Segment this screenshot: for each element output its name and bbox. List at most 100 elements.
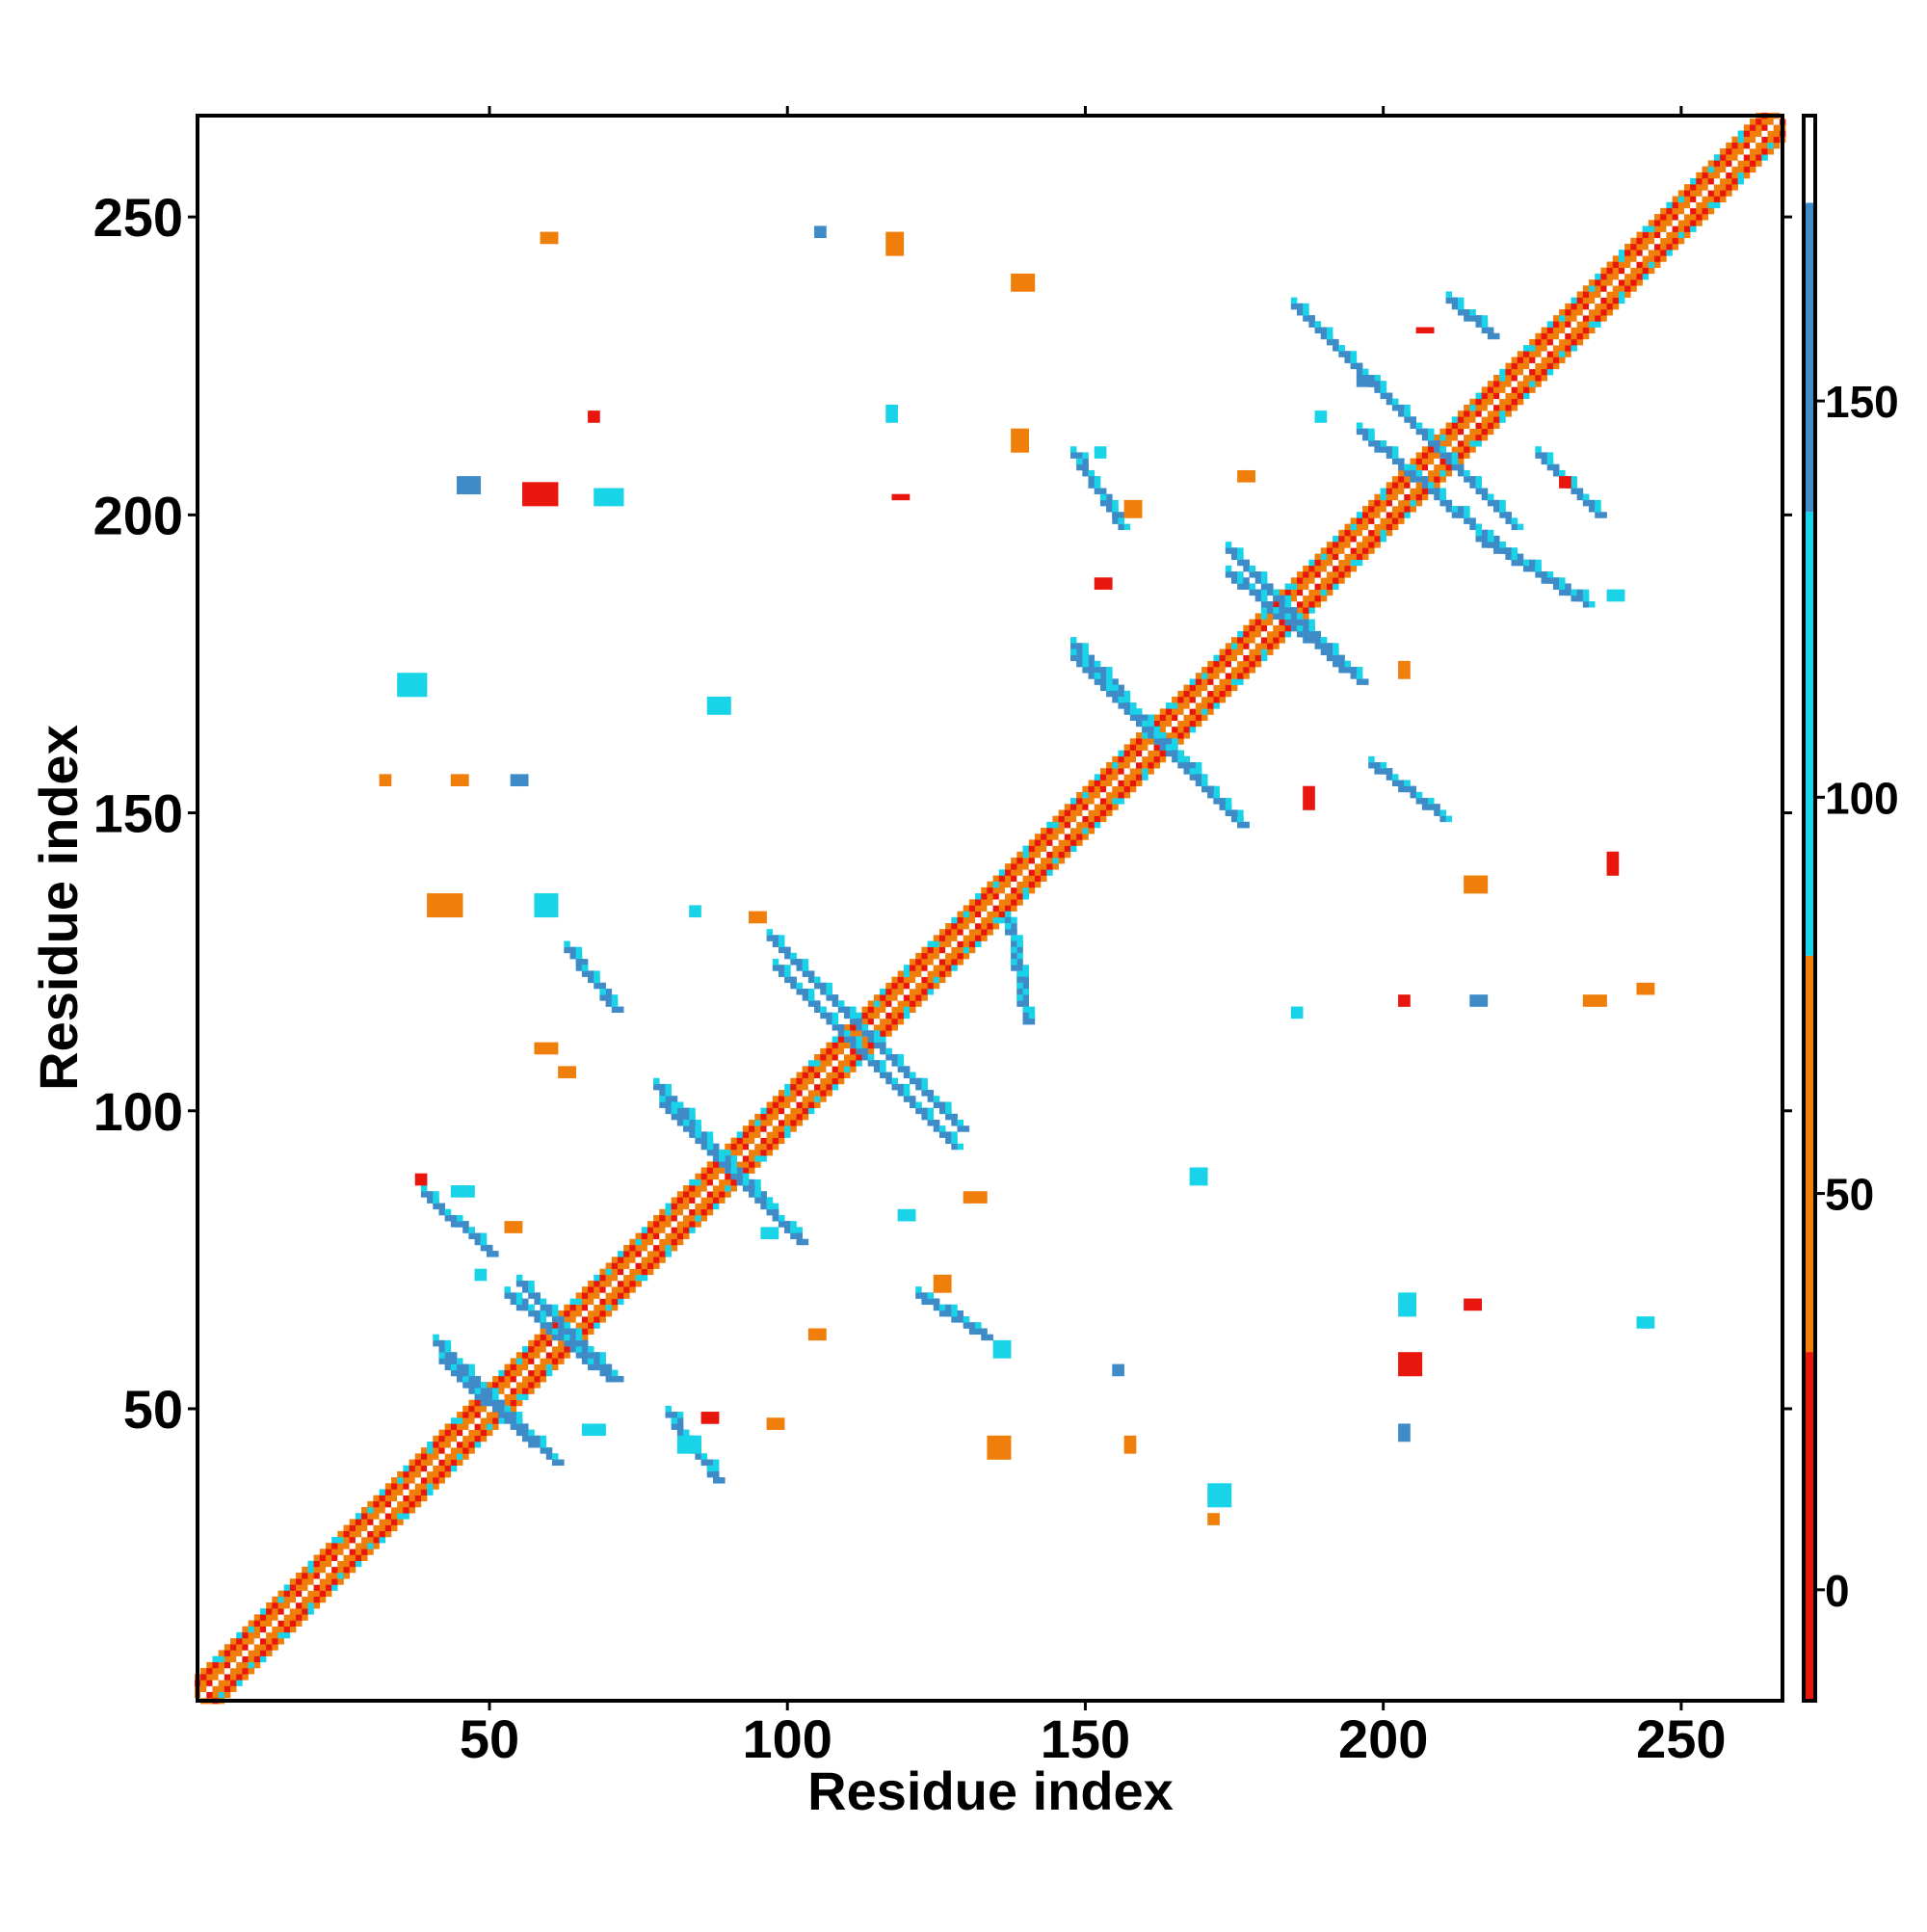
strand-cell [1415,422,1423,429]
contact-cell [1398,673,1405,679]
contact-cell [1136,506,1143,513]
diagonal-cell [938,952,946,960]
diagonal-cell [1230,673,1238,679]
diagonal-cell [1475,440,1482,447]
diagonal-cell [1624,261,1631,268]
diagonal-cell [599,1281,606,1287]
strand-cell [1571,476,1577,483]
diagonal-cell [1082,804,1089,810]
diagonal-cell [1129,738,1137,745]
diagonal-cell [403,1513,409,1520]
strand-cell [1451,512,1459,518]
diagonal-cell [457,1412,463,1418]
diagonal-cell [671,1244,678,1252]
strand-cell [522,1423,529,1430]
diagonal-cell [1660,214,1667,221]
diagonal-cell [1069,845,1077,853]
diagonal-cell [689,1178,696,1186]
strand-cell [575,1352,583,1359]
strand-cell [784,1227,791,1233]
diagonal-cell [1481,404,1489,411]
diagonal-cell [581,1292,589,1299]
strand-cell [534,1292,541,1299]
diagonal-cell [1314,565,1322,572]
diagonal-cell [522,1382,529,1389]
contact-cell [450,774,458,781]
diagonal-cell [534,1358,541,1364]
diagonal-cell [1123,750,1131,757]
contact-cell [706,702,714,709]
diagonal-cell [588,1328,594,1335]
strand-cell [1356,428,1363,436]
strand-cell [1249,571,1255,578]
strand-cell [515,1274,523,1282]
contact-cell [534,899,541,906]
strand-cell [730,1155,737,1162]
strand-cell [1404,410,1411,417]
diagonal-cell [605,1310,613,1317]
diagonal-cell [1475,428,1482,436]
contact-cell [403,673,409,679]
strand-cell [457,1363,463,1371]
diagonal-cell [1731,166,1738,173]
strand-cell [1279,607,1285,614]
strand-cell [700,1137,708,1145]
strand-cell [1505,553,1512,561]
diagonal-cell [700,1173,708,1180]
strand-cell [700,1453,708,1460]
strand-cell [1469,476,1476,483]
diagonal-cell [296,1596,303,1603]
contact-cell [689,1441,696,1448]
diagonal-cell [1576,332,1584,340]
contact-cell [468,482,475,489]
diagonal-cell [1177,732,1184,739]
strand-cell [427,1197,434,1204]
strand-cell [1368,440,1375,447]
diagonal-cell [510,1393,517,1400]
strand-cell [1487,332,1494,340]
diagonal-cell [1290,577,1298,584]
diagonal-cell [671,1208,678,1216]
contact-cell [963,1197,970,1204]
strand-cell [719,1155,726,1162]
diagonal-cell [444,1465,452,1472]
diagonal-cell [885,994,892,1001]
strand-cell [1344,667,1351,674]
diagonal-cell [1499,368,1506,376]
diagonal-cell [605,1281,613,1287]
diagonal-cell [1099,791,1107,799]
diagonal-cell [403,1477,409,1484]
diagonal-cell [1589,327,1596,334]
contact-cell [676,1441,684,1448]
strand-cell [1546,571,1554,578]
diagonal-cell [832,1054,839,1061]
diagonal-cell [1219,648,1227,655]
diagonal-cell [1755,136,1762,144]
diagonal-cell [957,940,964,947]
strand-cell [1076,660,1083,668]
strand-cell [856,1047,862,1055]
diagonal-cell [515,1399,523,1407]
strand-cell [534,1316,541,1323]
diagonal-cell [867,1012,875,1019]
strand-cell [1076,643,1083,649]
diagonal-cell [873,1012,881,1019]
diagonal-cell [319,1566,327,1574]
contact-cell [903,1208,911,1216]
strand-cell [1296,630,1304,638]
diagonal-cell [373,1530,380,1538]
diagonal-cell [1696,172,1703,179]
strand-cell [957,1125,964,1132]
strand-cell [1011,946,1017,954]
diagonal-cell [599,1310,606,1317]
diagonal-cell [1469,422,1476,429]
diagonal-cell [998,916,1006,924]
diagonal-cell [1582,321,1590,328]
diagonal-cell [778,1096,785,1102]
diagonal-cell [1028,869,1036,876]
diagonal-cell [253,1631,261,1639]
strand-cell [712,1143,720,1151]
diagonal-cell [1153,720,1161,728]
diagonal-cell [1099,768,1107,775]
diagonal-cell [1148,738,1154,745]
